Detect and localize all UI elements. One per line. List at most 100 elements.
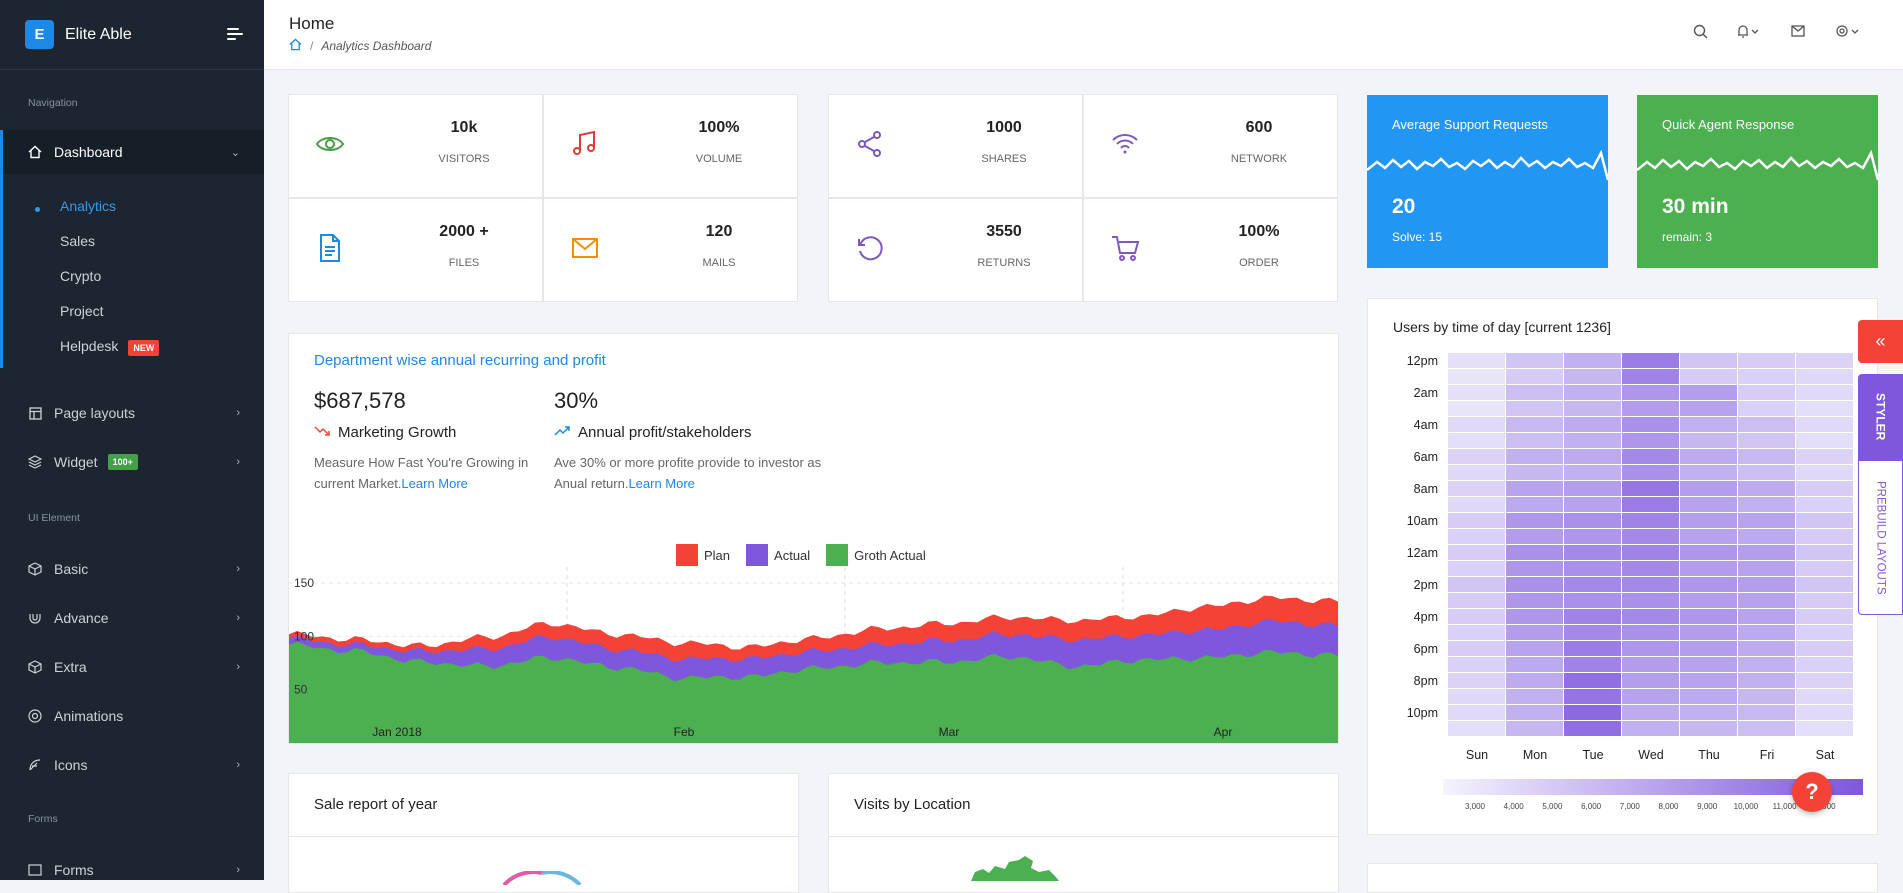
- sidebar-item-advance[interactable]: Advance ›: [0, 600, 264, 636]
- heatmap-cell[interactable]: [1622, 609, 1679, 624]
- heatmap-cell[interactable]: [1738, 545, 1795, 560]
- heatmap-cell[interactable]: [1448, 497, 1505, 512]
- heatmap-cell[interactable]: [1448, 417, 1505, 432]
- heatmap-cell[interactable]: [1448, 513, 1505, 528]
- heatmap-cell[interactable]: [1506, 401, 1563, 416]
- heatmap-cell[interactable]: [1448, 401, 1505, 416]
- heatmap-cell[interactable]: [1506, 513, 1563, 528]
- tab-styler[interactable]: STYLER: [1858, 374, 1903, 460]
- legend-item[interactable]: Actual: [746, 544, 810, 566]
- sidebar-subitem-helpdesk[interactable]: Helpdesk NEW: [60, 338, 160, 356]
- sidebar-item-icons[interactable]: Icons ›: [0, 747, 264, 783]
- heatmap-cell[interactable]: [1680, 465, 1737, 480]
- heatmap-cell[interactable]: [1448, 657, 1505, 672]
- heatmap-cell[interactable]: [1738, 385, 1795, 400]
- heatmap-cell[interactable]: [1680, 721, 1737, 736]
- legend-item[interactable]: Plan: [676, 544, 730, 566]
- heatmap-cell[interactable]: [1622, 449, 1679, 464]
- heatmap-cell[interactable]: [1738, 657, 1795, 672]
- learn-more-link[interactable]: Learn More: [628, 476, 695, 491]
- mail-icon[interactable]: [1791, 24, 1805, 40]
- heatmap-cell[interactable]: [1738, 401, 1795, 416]
- heatmap-cell[interactable]: [1622, 481, 1679, 496]
- heatmap-cell[interactable]: [1506, 481, 1563, 496]
- heatmap-cell[interactable]: [1448, 545, 1505, 560]
- heatmap-cell[interactable]: [1622, 497, 1679, 512]
- heatmap-cell[interactable]: [1564, 449, 1621, 464]
- sidebar-item-page-layouts[interactable]: Page layouts ›: [0, 395, 264, 431]
- bell-icon[interactable]: [1736, 24, 1760, 41]
- heatmap-cell[interactable]: [1680, 625, 1737, 640]
- heatmap-cell[interactable]: [1564, 625, 1621, 640]
- sidebar-subitem-sales[interactable]: Sales: [60, 233, 96, 249]
- heatmap-cell[interactable]: [1564, 401, 1621, 416]
- heatmap-cell[interactable]: [1564, 465, 1621, 480]
- heatmap-cell[interactable]: [1680, 497, 1737, 512]
- heatmap-cell[interactable]: [1680, 705, 1737, 720]
- heatmap-cell[interactable]: [1448, 689, 1505, 704]
- help-button[interactable]: ?: [1792, 772, 1832, 812]
- heatmap-cell[interactable]: [1506, 609, 1563, 624]
- sidebar-item-dashboard[interactable]: Dashboard ⌄: [0, 130, 264, 174]
- heatmap-cell[interactable]: [1738, 721, 1795, 736]
- heatmap-cell[interactable]: [1564, 545, 1621, 560]
- sidebar-subitem-project[interactable]: Project: [60, 303, 104, 319]
- heatmap-cell[interactable]: [1738, 417, 1795, 432]
- heatmap-cell[interactable]: [1506, 657, 1563, 672]
- search-icon[interactable]: [1693, 24, 1708, 42]
- heatmap-cell[interactable]: [1448, 353, 1505, 368]
- heatmap-cell[interactable]: [1622, 705, 1679, 720]
- heatmap-cell[interactable]: [1506, 433, 1563, 448]
- heatmap-cell[interactable]: [1680, 417, 1737, 432]
- heatmap-cell[interactable]: [1796, 529, 1853, 544]
- heatmap-cell[interactable]: [1796, 433, 1853, 448]
- heatmap-cell[interactable]: [1448, 385, 1505, 400]
- heatmap-cell[interactable]: [1680, 561, 1737, 576]
- heatmap-cell[interactable]: [1506, 593, 1563, 608]
- heatmap-cell[interactable]: [1738, 641, 1795, 656]
- heatmap-cell[interactable]: [1738, 449, 1795, 464]
- heatmap-cell[interactable]: [1680, 449, 1737, 464]
- heatmap-cell[interactable]: [1622, 641, 1679, 656]
- heatmap-cell[interactable]: [1506, 465, 1563, 480]
- legend-item[interactable]: Groth Actual: [826, 544, 926, 566]
- heatmap-cell[interactable]: [1680, 673, 1737, 688]
- heatmap-cell[interactable]: [1796, 481, 1853, 496]
- sidebar-item-animations[interactable]: Animations: [0, 698, 264, 734]
- heatmap-cell[interactable]: [1680, 689, 1737, 704]
- heatmap-cell[interactable]: [1506, 449, 1563, 464]
- learn-more-link[interactable]: Learn More: [401, 476, 468, 491]
- heatmap-cell[interactable]: [1680, 433, 1737, 448]
- heatmap-cell[interactable]: [1564, 689, 1621, 704]
- heatmap-cell[interactable]: [1738, 561, 1795, 576]
- heatmap-cell[interactable]: [1564, 657, 1621, 672]
- heatmap-cell[interactable]: [1622, 417, 1679, 432]
- heatmap-cell[interactable]: [1506, 353, 1563, 368]
- heatmap-cell[interactable]: [1448, 625, 1505, 640]
- heatmap-cell[interactable]: [1796, 657, 1853, 672]
- heatmap-cell[interactable]: [1738, 369, 1795, 384]
- heatmap-cell[interactable]: [1796, 705, 1853, 720]
- heatmap-cell[interactable]: [1448, 481, 1505, 496]
- heatmap-cell[interactable]: [1796, 593, 1853, 608]
- heatmap-cell[interactable]: [1796, 497, 1853, 512]
- heatmap-cell[interactable]: [1448, 673, 1505, 688]
- heatmap-cell[interactable]: [1680, 513, 1737, 528]
- heatmap-cell[interactable]: [1506, 721, 1563, 736]
- heatmap-cell[interactable]: [1738, 529, 1795, 544]
- heatmap-cell[interactable]: [1564, 593, 1621, 608]
- heatmap-cell[interactable]: [1564, 673, 1621, 688]
- heatmap-cell[interactable]: [1506, 625, 1563, 640]
- heatmap-cell[interactable]: [1506, 369, 1563, 384]
- heatmap-cell[interactable]: [1796, 401, 1853, 416]
- heatmap-cell[interactable]: [1622, 369, 1679, 384]
- heatmap-cell[interactable]: [1448, 449, 1505, 464]
- heatmap-cell[interactable]: [1680, 545, 1737, 560]
- heatmap-cell[interactable]: [1796, 385, 1853, 400]
- heatmap-cell[interactable]: [1564, 497, 1621, 512]
- heatmap-cell[interactable]: [1680, 529, 1737, 544]
- heatmap-cell[interactable]: [1622, 593, 1679, 608]
- heatmap-cell[interactable]: [1506, 577, 1563, 592]
- heatmap-cell[interactable]: [1622, 561, 1679, 576]
- heatmap-cell[interactable]: [1448, 433, 1505, 448]
